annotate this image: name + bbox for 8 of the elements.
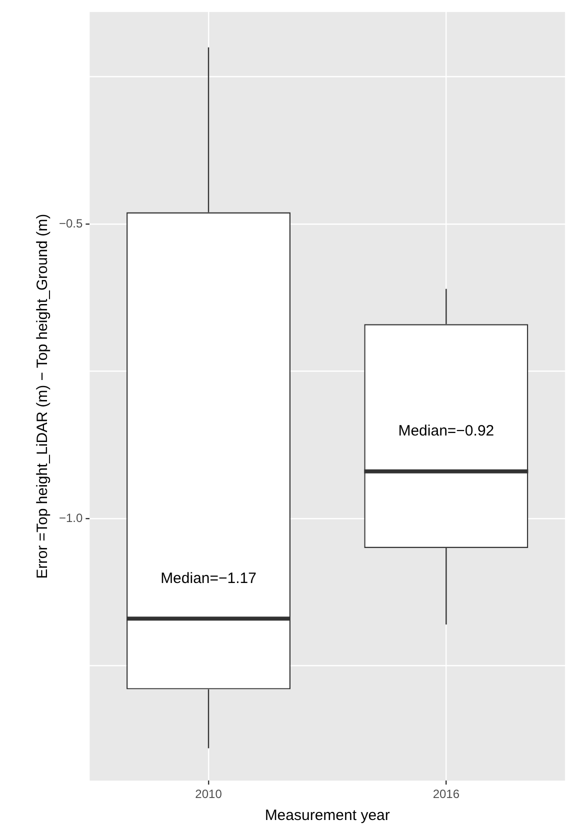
y-axis-title: Error =Top height_LiDAR (m) − Top height_Ground (m) <box>34 214 52 579</box>
x-tick-label: 2010 <box>195 787 222 802</box>
x-tick-label: 2016 <box>432 787 460 802</box>
x-axis-title: Measurement year <box>264 807 390 824</box>
annotation: Median=−0.92 <box>398 422 494 440</box>
y-tick-label: −0.5 <box>58 216 83 230</box>
y-tick-label: −1.0 <box>58 510 83 525</box>
annotation: Median=−1.17 <box>160 570 256 587</box>
